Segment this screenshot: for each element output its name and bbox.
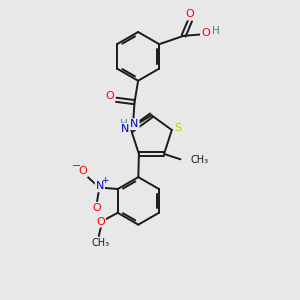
Text: O: O <box>106 91 115 101</box>
Text: CH₃: CH₃ <box>191 155 209 166</box>
Text: N: N <box>121 124 129 134</box>
Text: O: O <box>78 167 87 176</box>
Text: H: H <box>212 26 220 36</box>
Text: N: N <box>96 181 104 191</box>
Text: O: O <box>92 203 101 213</box>
Text: H: H <box>120 119 128 129</box>
Text: O: O <box>201 28 210 38</box>
Text: O: O <box>186 10 194 20</box>
Text: CH₃: CH₃ <box>91 238 109 248</box>
Text: +: + <box>101 176 108 185</box>
Text: −: − <box>71 161 81 171</box>
Text: N: N <box>130 119 139 129</box>
Text: S: S <box>174 123 181 133</box>
Text: O: O <box>96 217 105 227</box>
